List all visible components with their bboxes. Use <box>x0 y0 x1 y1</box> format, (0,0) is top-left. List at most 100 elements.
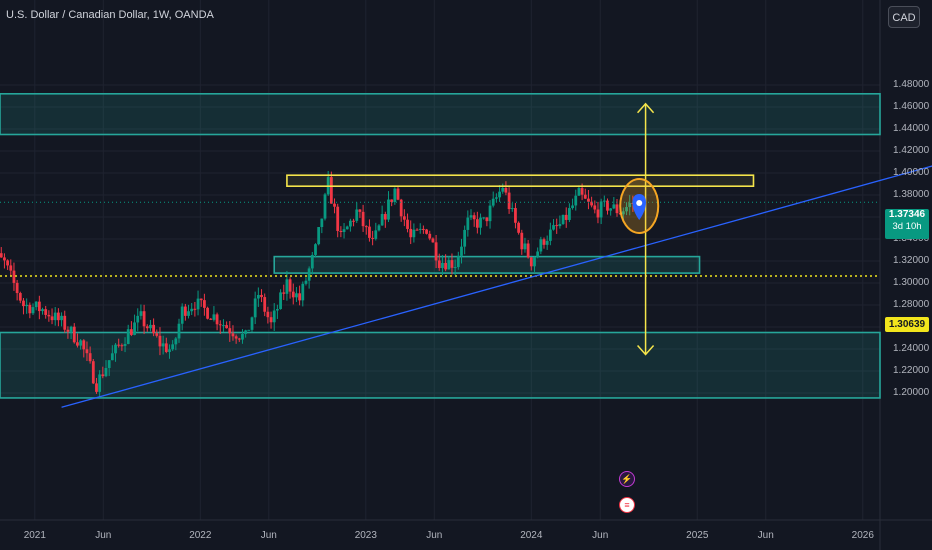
candle-body-194 <box>291 291 295 298</box>
candle-body-338 <box>520 232 524 250</box>
candle-body-40 <box>47 314 51 317</box>
candle-body-336 <box>517 222 521 233</box>
candle-body-236 <box>358 209 362 212</box>
price-tick-label-4: 1.40000 <box>893 167 930 178</box>
candle-body-60 <box>79 340 83 346</box>
candle-body-330 <box>507 192 511 210</box>
candle-body-80 <box>110 353 114 361</box>
candle-body-162 <box>241 333 244 340</box>
time-tick-label-8: 2025 <box>686 530 709 541</box>
candle-body-56 <box>72 326 76 343</box>
candle-body-238 <box>361 211 365 227</box>
candle-body-72 <box>98 374 102 392</box>
candle-body-48 <box>60 315 63 321</box>
candle-body-252 <box>383 214 387 220</box>
candle-body-106 <box>152 324 156 334</box>
price-tick-label-13: 1.22000 <box>893 365 930 376</box>
drawing-overlays <box>0 102 932 408</box>
resistance-box <box>286 174 755 187</box>
candle-body-174 <box>260 294 263 298</box>
candle-body-158 <box>234 336 238 339</box>
last-price-value: 1.37346 <box>888 209 926 220</box>
candle-body-258 <box>393 188 397 203</box>
map-pin-dot <box>636 200 643 206</box>
candle-body-228 <box>345 226 349 230</box>
candle-body-302 <box>463 229 467 247</box>
candle-body-180 <box>269 317 273 323</box>
candle-body-138 <box>202 300 206 308</box>
candle-body-184 <box>275 309 279 311</box>
candle-body-250 <box>380 214 384 226</box>
candle-body-140 <box>206 307 209 319</box>
time-tick-label-0: 2021 <box>23 530 46 541</box>
candle-body-358 <box>552 225 555 230</box>
candle-body-34 <box>37 301 41 312</box>
candle-body-202 <box>304 280 308 284</box>
lightning-icon[interactable]: ⚡ <box>619 471 635 487</box>
candle-body-370 <box>571 205 574 209</box>
map-pin-icon <box>632 194 646 220</box>
flag-icon[interactable]: ≡ <box>619 497 635 513</box>
candle-body-308 <box>472 215 476 220</box>
candle-body-96 <box>136 315 140 323</box>
candle-body-348 <box>536 251 540 258</box>
candle-body-282 <box>431 238 435 243</box>
candle-body-18 <box>12 270 16 283</box>
candle-body-362 <box>558 224 562 227</box>
candle-body-200 <box>301 283 305 301</box>
time-tick-label-6: 2024 <box>520 530 543 541</box>
candle-body-50 <box>63 315 67 330</box>
candle-body-342 <box>526 243 530 258</box>
candle-body-380 <box>587 198 590 202</box>
time-tick-label-10: 2026 <box>851 530 874 541</box>
time-tick-label-5: Jun <box>426 530 443 541</box>
candle-body-146 <box>215 314 219 325</box>
candle-body-28 <box>28 304 32 314</box>
candle-body-334 <box>514 208 517 223</box>
candle-body-224 <box>339 230 343 232</box>
chart-title: U.S. Dollar / Canadian Dollar, 1W, OANDA <box>6 9 214 21</box>
candle-body-328 <box>504 187 508 193</box>
candle-body-38 <box>44 309 48 315</box>
candle-body-112 <box>161 343 165 347</box>
candle-body-290 <box>444 262 448 270</box>
candle-body-166 <box>247 329 251 331</box>
candle-body-210 <box>317 227 321 245</box>
candle-body-14 <box>6 260 10 266</box>
candle-body-286 <box>437 260 441 269</box>
candle-body-226 <box>342 229 346 232</box>
candle-body-88 <box>123 343 127 346</box>
candle-body-76 <box>104 367 108 377</box>
candle-body-82 <box>114 344 117 354</box>
candle-body-120 <box>174 338 178 345</box>
candle-body-24 <box>22 300 25 307</box>
candle-body-366 <box>564 214 568 220</box>
candlestick-series <box>0 170 635 398</box>
price-tick-label-2: 1.44000 <box>893 123 930 134</box>
price-tick-label-10: 1.28000 <box>893 299 930 310</box>
candle-body-388 <box>599 201 603 218</box>
candle-body-192 <box>288 279 292 292</box>
candle-body-62 <box>82 340 86 350</box>
price-tick-label-3: 1.42000 <box>893 145 930 156</box>
candle-body-262 <box>399 199 403 217</box>
reference-price-tag: 1.30639 <box>885 317 929 332</box>
arrow-down-head <box>637 345 655 356</box>
candle-body-10 <box>0 253 3 258</box>
candle-body-242 <box>368 226 371 238</box>
currency-button[interactable]: CAD <box>888 6 920 28</box>
candle-body-66 <box>88 353 92 362</box>
candle-body-278 <box>425 229 428 234</box>
candle-body-346 <box>533 257 536 267</box>
candle-body-142 <box>209 318 213 320</box>
candle-body-52 <box>66 329 70 332</box>
candle-body-110 <box>158 335 162 347</box>
candle-body-244 <box>371 237 375 239</box>
candle-body-114 <box>164 343 168 352</box>
candle-body-132 <box>193 308 197 310</box>
candle-body-398 <box>615 204 619 214</box>
candle-body-74 <box>101 374 105 377</box>
candle-body-230 <box>348 220 352 227</box>
candle-body-178 <box>266 311 270 318</box>
